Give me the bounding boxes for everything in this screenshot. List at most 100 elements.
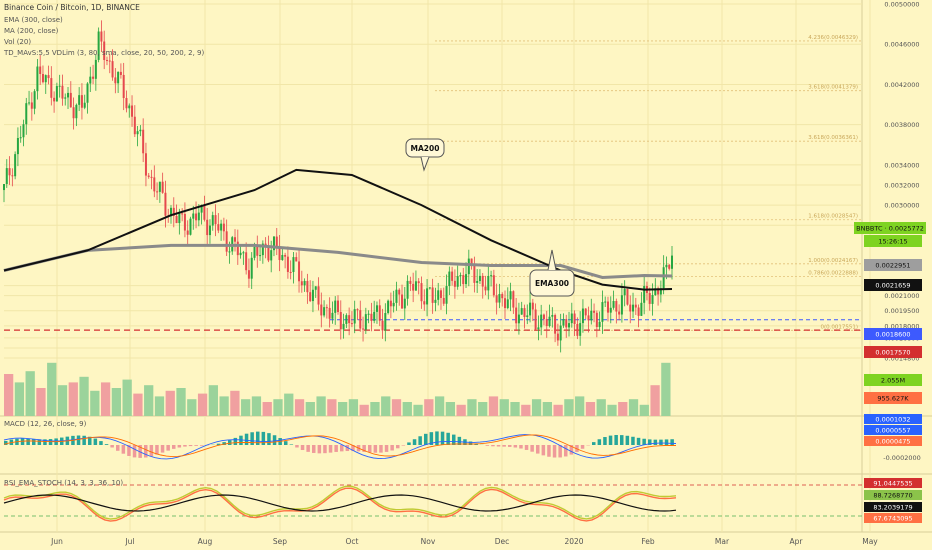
macd-hist-bar <box>261 431 266 445</box>
macd-tag-bg[interactable] <box>864 414 922 424</box>
time-tick-label[interactable]: Dec <box>495 537 510 546</box>
stoch-title[interactable]: RSI_EMA_STOCH (14, 3, 3, 36, 10) <box>4 479 123 487</box>
candle-body <box>41 73 44 83</box>
candle-body <box>362 328 365 330</box>
price-tick-label[interactable]: 0.0030000 <box>884 202 919 210</box>
time-tick-label[interactable]: Oct <box>346 537 359 546</box>
macd-hist-bar <box>20 438 25 445</box>
study-volume[interactable]: Vol (20) <box>4 38 31 46</box>
volume-bar <box>639 404 649 416</box>
macd-title[interactable]: MACD (12, 26, close, 9) <box>4 420 87 428</box>
price-tag-bg[interactable] <box>864 328 922 340</box>
macd-hist-bar <box>351 445 355 452</box>
study-ema300[interactable]: EMA (300, close) <box>4 16 63 24</box>
ma200-line[interactable] <box>3 168 673 291</box>
macd-tag-label[interactable]: 0.0000475 <box>875 438 910 446</box>
price-tick-label[interactable]: 0.0034000 <box>884 161 919 169</box>
volume-bar <box>618 402 628 416</box>
volume-bar <box>650 385 660 416</box>
volume-bar <box>262 402 272 416</box>
price-tag-bg[interactable] <box>864 235 922 247</box>
volume-bar <box>208 385 218 416</box>
price-pane[interactable]: 4.236(0.0046329) 3.618(0.0041379) 3.618(0.… <box>3 20 862 353</box>
price-tag-bg[interactable] <box>864 259 922 271</box>
ema300-line[interactable] <box>3 243 673 280</box>
volume-tag-bg[interactable] <box>864 374 922 386</box>
volume-bar <box>467 399 477 416</box>
volume-bar <box>25 371 35 416</box>
price-tick-label[interactable]: 0.0050000 <box>884 1 919 9</box>
stoch-tag-bg[interactable] <box>864 478 922 488</box>
price-tick-label[interactable]: 0.0019500 <box>884 307 919 315</box>
candle-body <box>11 175 14 177</box>
price-tick-label[interactable]: 0.0042000 <box>884 81 919 89</box>
price-tag-label[interactable]: 0.0021659 <box>875 282 910 290</box>
time-tick-label[interactable]: Mar <box>715 537 730 546</box>
price-tick-label[interactable]: 0.0032000 <box>884 182 919 190</box>
volume-bar <box>402 402 412 416</box>
stoch-tag-label[interactable]: 67.6743095 <box>873 515 912 523</box>
time-tick-label[interactable]: 2020 <box>564 537 583 546</box>
stoch-tag-bg[interactable] <box>864 490 922 500</box>
price-tag-bg[interactable] <box>854 222 926 234</box>
price-tick-label[interactable]: 0.0018000 <box>884 322 919 330</box>
volume-bar <box>510 402 520 416</box>
macd-hist-bar <box>536 445 540 454</box>
time-tick-label[interactable]: Aug <box>198 537 213 546</box>
macd-hist-bar <box>300 445 305 451</box>
macd-hist-bar <box>396 445 400 449</box>
macd-tag-label[interactable]: 0.0000557 <box>875 427 910 435</box>
time-tick-label[interactable]: May <box>862 537 878 546</box>
macd-hist-bar <box>110 445 114 448</box>
time-axis[interactable]: Jun Jul Aug Sep Oct Nov Dec 2020 Feb Mar Apr May <box>50 537 878 546</box>
candle-body <box>217 224 220 231</box>
price-tag-label[interactable]: BNBBTC · 0.0025772 <box>856 225 924 233</box>
candle-body <box>75 104 78 119</box>
time-tick-label[interactable]: Jul <box>124 537 134 546</box>
candle-body <box>512 291 515 308</box>
price-tick-label[interactable]: 0.0038000 <box>884 121 919 129</box>
macd-hist-bar <box>659 439 663 445</box>
price-tag-label[interactable]: 0.0018600 <box>875 331 910 339</box>
candle-body <box>267 247 270 261</box>
price-tick-label[interactable]: 0.0014800 <box>884 355 919 363</box>
time-tick-label[interactable]: Feb <box>641 537 655 546</box>
time-tick-label[interactable]: Sep <box>273 537 287 546</box>
macd-hist-bar <box>435 431 439 445</box>
price-tag-bg[interactable] <box>864 346 922 358</box>
candle-body <box>314 286 317 290</box>
volume-tag-label[interactable]: 955.627K <box>877 395 909 403</box>
candle-body <box>506 299 509 309</box>
price-tag-label[interactable]: 0.0017570 <box>875 349 910 357</box>
price-axis[interactable]: 0.0050000 0.0046000 0.0042000 0.0038000 0.00… <box>854 1 926 524</box>
macd-hist-bar <box>233 437 238 445</box>
price-tick-label[interactable]: 0.0046000 <box>884 41 919 49</box>
price-tag-label[interactable]: 0.0022951 <box>875 262 910 270</box>
candle-body <box>345 315 348 324</box>
price-tick-label[interactable]: 0.0021000 <box>884 292 919 300</box>
volume-tag-bg[interactable] <box>864 392 922 404</box>
time-tick-label[interactable]: Jun <box>50 537 63 546</box>
stoch-tag-label[interactable]: 91.0447535 <box>873 480 912 488</box>
price-tag-bg[interactable] <box>864 279 922 291</box>
volume-tag-label[interactable]: 2.055M <box>881 377 905 385</box>
candle-body <box>278 247 281 261</box>
macd-tag-bg[interactable] <box>864 425 922 435</box>
macd-tag-bg[interactable] <box>864 436 922 446</box>
time-tick-label[interactable]: Apr <box>790 537 804 546</box>
macd-hist-bar <box>625 435 630 445</box>
stoch-tag-label[interactable]: 88.7268770 <box>873 492 912 500</box>
candle-body <box>111 61 114 78</box>
time-tick-label[interactable]: Nov <box>421 537 436 546</box>
price-tag-label[interactable]: 15:26:15 <box>878 238 907 246</box>
study-ma200[interactable]: MA (200, close) <box>4 27 59 35</box>
candle-body <box>481 275 484 287</box>
stoch-tag-label[interactable]: 83.2039179 <box>873 504 912 512</box>
volume-bar <box>499 399 509 416</box>
volume-bar <box>284 393 294 416</box>
macd-tag-label[interactable]: 0.0001032 <box>875 416 910 424</box>
stoch-tag-bg[interactable] <box>864 513 922 523</box>
study-td-mavs[interactable]: TD_MAvS:5,5 VDLim (3, 80, sma, close, 20… <box>3 49 205 57</box>
stoch-tag-bg[interactable] <box>864 502 922 512</box>
